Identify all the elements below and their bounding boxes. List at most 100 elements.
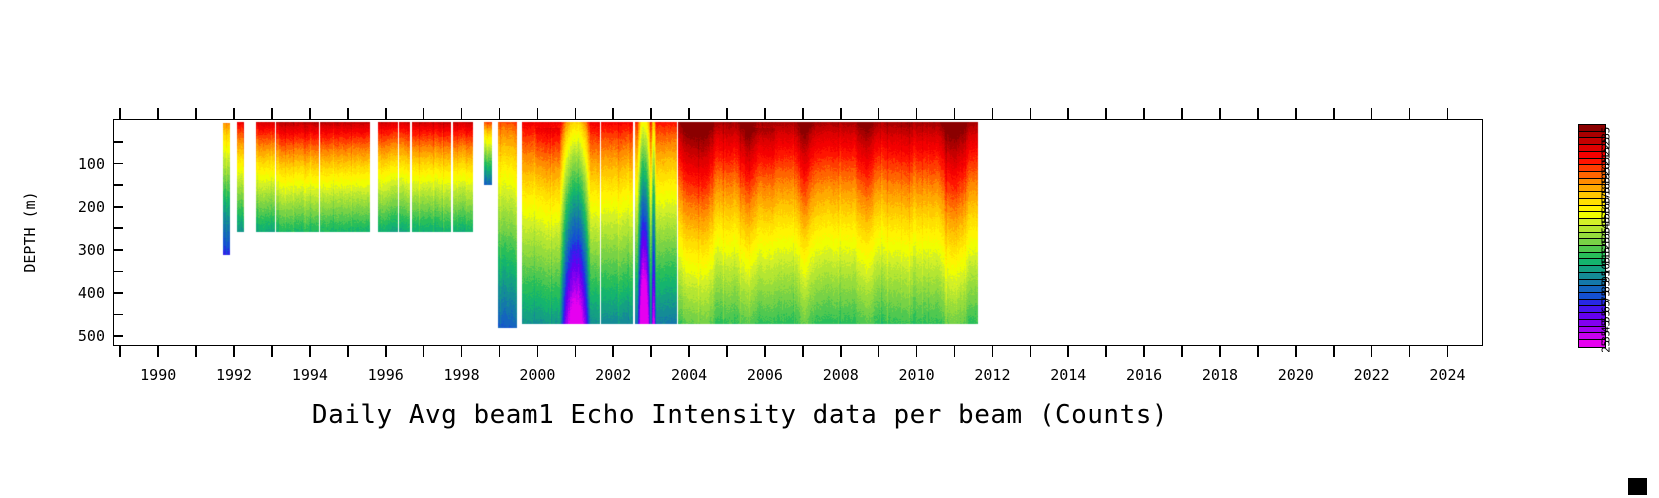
x-axis-tick: [1370, 346, 1373, 357]
colorbar-swatch: [1579, 306, 1605, 314]
x-axis-tick: [839, 108, 842, 119]
x-axis-tick: [764, 346, 766, 357]
colorbar-swatch: [1579, 145, 1605, 152]
x-axis-tick-label: 2020: [1277, 366, 1314, 384]
y-axis-tick-label: 400: [77, 283, 105, 302]
x-axis-tick: [574, 346, 577, 357]
x-axis-tick: [612, 108, 615, 119]
colorbar-swatch: [1579, 259, 1605, 267]
colorbar-tick-labels: 235 225 215 205 195 185 175 165 155 145 135 125 115 1…: [1600, 124, 1646, 353]
y-axis-tick-label: 300: [77, 240, 105, 259]
x-axis-tick: [460, 108, 463, 119]
x-axis-tick: [1067, 346, 1070, 357]
x-axis-tick: [498, 108, 501, 119]
x-axis-tick: [1257, 346, 1259, 357]
y-axis-tick: [113, 249, 123, 251]
x-axis-tick: [1219, 346, 1221, 357]
colorbar-swatch: [1579, 272, 1605, 280]
y-axis-tick-label: 200: [77, 197, 105, 216]
x-axis-tick: [157, 346, 159, 357]
x-axis-tick: [498, 346, 501, 357]
colorbar-swatch: [1579, 252, 1605, 260]
x-axis-tick: [384, 346, 387, 357]
x-axis-tick: [195, 108, 197, 119]
colorbar-swatch: [1579, 212, 1605, 220]
x-axis-tick-label: 1990: [140, 366, 177, 384]
x-axis-tick-label: 2022: [1353, 366, 1390, 384]
colorbar-swatch: [1579, 333, 1605, 340]
x-axis-tick: [915, 346, 918, 357]
x-axis-tick: [1143, 108, 1145, 119]
y-axis-tick: [113, 227, 123, 230]
plot-area: [113, 119, 1483, 346]
x-axis-tick: [536, 346, 539, 357]
x-axis-tick: [1029, 346, 1032, 357]
x-axis-tick: [612, 346, 615, 357]
x-axis-tick: [157, 108, 159, 119]
x-axis-tick-label: 2004: [671, 366, 708, 384]
x-axis-tick-label: 2010: [898, 366, 935, 384]
x-axis-tick: [802, 346, 804, 357]
x-axis-tick: [1408, 108, 1411, 119]
x-axis-tick: [953, 346, 956, 357]
colorbar-swatch: [1579, 299, 1605, 307]
x-axis-tick: [991, 346, 994, 357]
colorbar-swatch: [1579, 279, 1605, 287]
x-axis-tick: [1408, 346, 1411, 357]
colorbar-swatch: [1579, 232, 1605, 240]
colorbar-tick-label: 25: [1599, 340, 1613, 353]
x-axis-tick-label: 1992: [215, 366, 253, 384]
colorbar-swatch: [1579, 219, 1605, 226]
x-axis-tick: [347, 346, 349, 357]
colorbar-swatch: [1579, 125, 1605, 132]
x-axis-tick: [271, 108, 273, 119]
y-axis-tick: [113, 335, 123, 337]
colorbar-swatch: [1579, 286, 1605, 293]
x-axis-tick: [839, 346, 842, 357]
x-axis-tick-label: 2016: [1126, 366, 1163, 384]
colorbar-swatch: [1579, 340, 1605, 347]
x-axis-tick-label: 2024: [1429, 366, 1466, 384]
colorbar-swatch: [1579, 326, 1605, 334]
x-axis-tick: [1067, 108, 1070, 119]
x-axis-tick-label: 2012: [974, 366, 1011, 384]
x-axis-tick: [1029, 108, 1032, 119]
x-axis-tick: [1332, 346, 1335, 357]
x-axis-tick-label: 2002: [595, 366, 632, 384]
y-axis-tick: [113, 205, 123, 208]
y-axis-tick: [113, 292, 123, 294]
x-axis-tick-label: 1996: [367, 366, 404, 384]
y-axis-tick-label: 500: [77, 326, 105, 345]
colorbar-swatch: [1579, 198, 1605, 206]
y-axis-tick: [113, 184, 123, 186]
colorbar-swatch: [1579, 239, 1605, 246]
echo-intensity-heatmap: [114, 120, 1481, 344]
y-axis-tick-label: 100: [77, 154, 105, 173]
x-axis-tick-label: 2018: [1201, 366, 1239, 384]
x-axis-tick: [991, 108, 994, 119]
x-axis-tick: [233, 108, 235, 119]
x-axis-tick: [1332, 108, 1335, 119]
x-axis-tick: [1370, 108, 1373, 119]
x-axis-tick: [1294, 108, 1297, 119]
x-axis-tick-label: 1998: [443, 366, 480, 384]
x-axis-tick: [347, 108, 349, 119]
x-axis-tick: [422, 346, 425, 357]
x-axis-tick: [1294, 346, 1297, 357]
x-axis-tick: [650, 108, 652, 119]
y-axis-tick: [113, 141, 123, 143]
y-axis-tick: [113, 313, 123, 316]
x-axis-tick-label: 2006: [746, 366, 783, 384]
x-axis-tick: [119, 346, 122, 357]
x-axis-tick: [726, 346, 728, 357]
x-axis-tick: [233, 346, 235, 357]
colorbar-swatch: [1579, 138, 1605, 146]
colorbar-swatch: [1579, 151, 1605, 159]
colorbar: [1578, 124, 1606, 348]
colorbar-swatch: [1579, 172, 1605, 179]
colorbar-swatch: [1579, 158, 1605, 166]
x-axis-tick: [195, 346, 197, 357]
x-axis-tick: [1143, 346, 1145, 357]
x-axis-tick: [1446, 108, 1449, 119]
x-axis-tick: [688, 108, 690, 119]
